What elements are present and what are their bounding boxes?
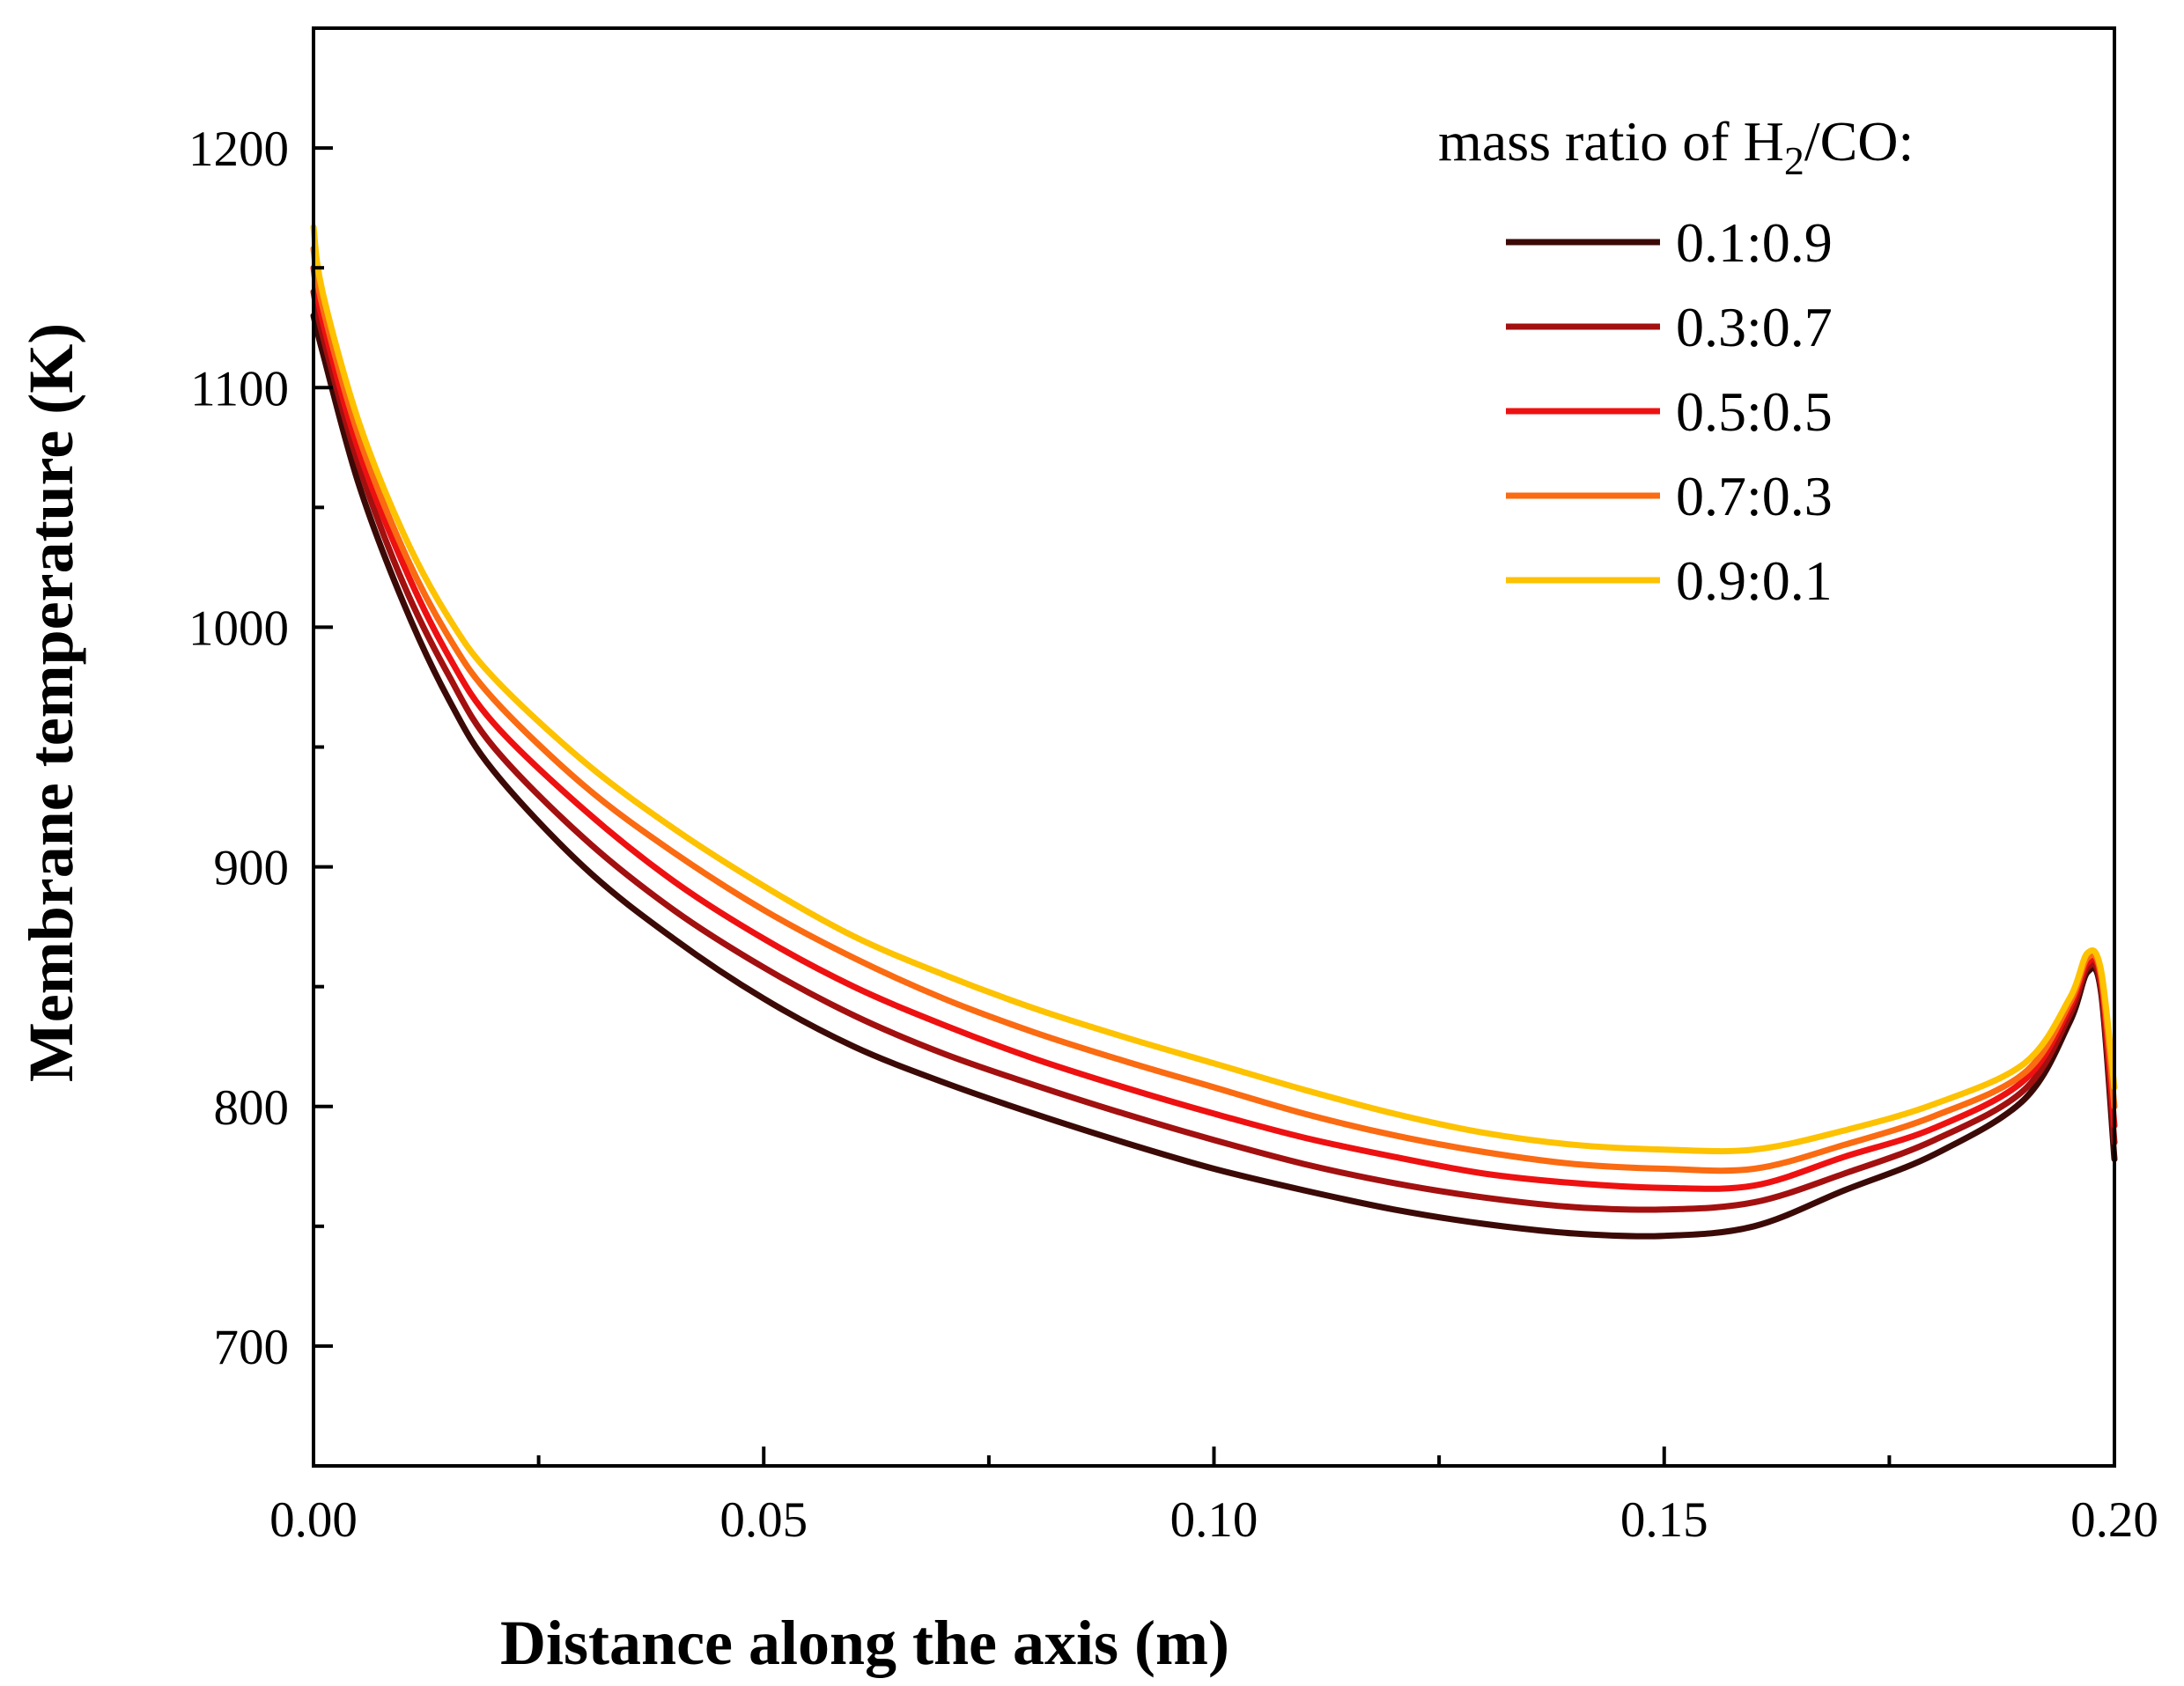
series-line-0.5-0.5 [310, 264, 2118, 1192]
legend-title-subscript: 2 [1784, 138, 1804, 183]
legend-items: 0.1:0.9 0.3:0.7 0.5:0.5 0.7:0.3 0.9:0.1 [1506, 211, 1833, 612]
y-tick-label: 1100 [190, 361, 289, 416]
x-tick-label: 0.05 [719, 1492, 808, 1548]
legend-title-prefix: mass ratio of H [1438, 110, 1784, 173]
legend-label: 0.7:0.3 [1676, 465, 1833, 527]
series-line-0.1-0.9 [310, 313, 2118, 1240]
x-tick-label: 0.10 [1170, 1492, 1258, 1548]
legend-title-suffix: /CO: [1804, 110, 1914, 173]
x-tick-label: 0.20 [2070, 1492, 2158, 1548]
series-line-0.7-0.3 [310, 245, 2118, 1174]
legend-label: 0.5:0.5 [1676, 380, 1833, 443]
legend-label: 0.9:0.1 [1676, 549, 1833, 612]
legend-label: 0.1:0.9 [1676, 211, 1833, 274]
legend-title: mass ratio of H2/CO: [1438, 110, 1914, 183]
y-tick-label: 800 [214, 1080, 290, 1136]
y-tick-label: 700 [214, 1320, 290, 1375]
series-line-0.3-0.7 [310, 288, 2118, 1213]
tick-label-layer: 0.00 0.05 0.10 0.15 0.20 700 800 900 1000 1100 120… [188, 121, 2158, 1548]
legend: mass ratio of H2/CO: 0.1:0.9 0.3:0.7 0.5:0… [1438, 110, 1914, 612]
x-axis-title: Distance along the axis (m) [500, 1608, 1229, 1678]
x-tick-label: 0.15 [1620, 1492, 1708, 1548]
tick-layer [312, 146, 2116, 1466]
series-layer [310, 224, 2118, 1240]
series-line-0.9-0.1 [310, 224, 2118, 1155]
y-tick-label: 1200 [188, 121, 289, 177]
y-tick-label: 1000 [188, 600, 289, 656]
y-axis-title: Membrane temperature (K) [16, 323, 86, 1082]
legend-label: 0.3:0.7 [1676, 296, 1833, 358]
x-tick-label: 0.00 [269, 1492, 358, 1548]
y-tick-label: 900 [214, 841, 290, 896]
